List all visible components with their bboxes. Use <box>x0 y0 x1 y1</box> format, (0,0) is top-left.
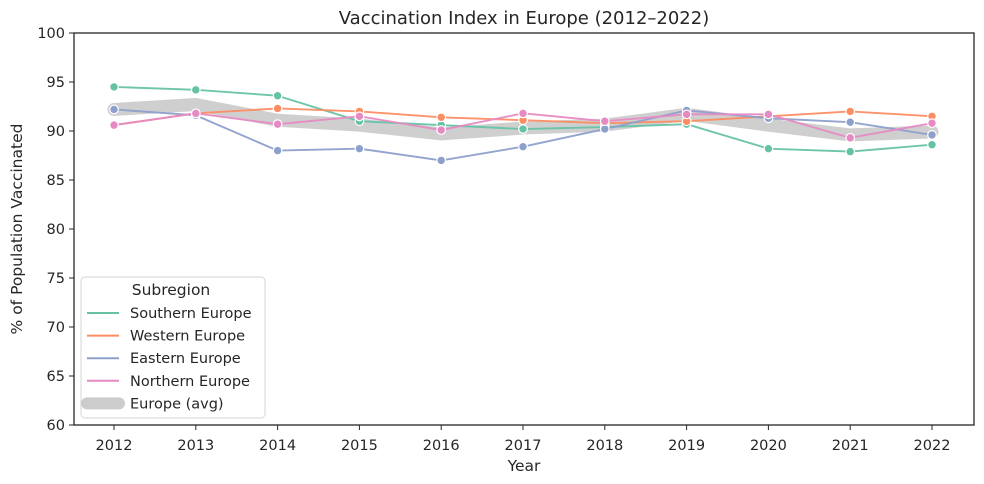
legend-label-europe-avg-: Europe (avg) <box>130 396 224 412</box>
data-point-northern-europe <box>845 132 856 143</box>
data-point-southern-europe <box>272 90 283 101</box>
data-point-eastern-europe <box>354 143 365 154</box>
data-point-northern-europe <box>518 108 528 119</box>
data-point-eastern-europe <box>518 141 528 152</box>
data-point-northern-europe <box>927 118 937 129</box>
data-point-eastern-europe <box>436 155 447 166</box>
legend-label-western-europe: Western Europe <box>130 329 245 345</box>
data-point-eastern-europe <box>109 104 119 115</box>
legend: Subregion Southern Europe Western Europe Ea… <box>80 276 266 419</box>
data-point-northern-europe <box>436 125 447 135</box>
y-tick-label: 100 <box>37 26 65 42</box>
data-point-western-europe <box>272 103 283 114</box>
data-point-northern-europe <box>681 109 692 120</box>
x-tick-label: 2020 <box>750 438 787 454</box>
y-tick-label: 65 <box>47 369 65 385</box>
chart-title: Vaccination Index in Europe (2012–2022) <box>339 8 709 29</box>
data-point-southern-europe <box>190 84 201 95</box>
data-point-southern-europe <box>109 81 119 92</box>
data-point-northern-europe <box>599 116 610 127</box>
data-point-eastern-europe <box>927 130 937 140</box>
data-point-northern-europe <box>109 120 119 131</box>
y-tick-label: 95 <box>47 75 65 91</box>
x-tick-label: 2013 <box>177 438 214 454</box>
data-point-eastern-europe <box>845 117 856 128</box>
plot-area <box>73 32 975 426</box>
data-point-western-europe <box>845 106 856 117</box>
x-tick-label: 2019 <box>668 438 705 454</box>
data-point-western-europe <box>436 112 447 123</box>
x-tick-label: 2018 <box>586 438 623 454</box>
x-axis: 2012 2013 2014 2015 2016 2017 2018 2019 2020 2021… <box>96 425 951 454</box>
x-tick-label: 2014 <box>259 438 296 454</box>
x-axis-label: Year <box>507 457 541 475</box>
series-northern-europe <box>109 108 937 143</box>
legend-label-southern-europe: Southern Europe <box>130 306 252 322</box>
y-tick-label: 70 <box>47 320 65 336</box>
legend-label-northern-europe: Northern Europe <box>130 374 250 390</box>
y-tick-label: 85 <box>47 173 65 189</box>
data-point-southern-europe <box>927 139 937 150</box>
x-tick-label: 2015 <box>341 438 378 454</box>
legend-title: Subregion <box>132 281 211 299</box>
data-point-southern-europe <box>845 146 856 157</box>
y-axis: 60 65 70 75 80 85 90 95 100 <box>37 26 74 434</box>
y-tick-label: 75 <box>47 271 65 287</box>
x-tick-label: 2012 <box>96 438 133 454</box>
x-tick-label: 2017 <box>505 438 542 454</box>
legend-box <box>80 276 266 419</box>
data-point-eastern-europe <box>272 145 283 156</box>
x-tick-label: 2022 <box>914 438 951 454</box>
y-tick-label: 60 <box>47 418 65 434</box>
y-tick-label: 80 <box>47 222 65 238</box>
y-axis-label: % of Population Vaccinated <box>8 124 26 335</box>
x-tick-label: 2016 <box>423 438 460 454</box>
data-point-northern-europe <box>190 108 201 119</box>
data-point-northern-europe <box>272 119 283 130</box>
y-tick-label: 90 <box>47 124 65 140</box>
data-point-southern-europe <box>763 143 774 154</box>
data-point-northern-europe <box>354 111 365 122</box>
legend-label-eastern-europe: Eastern Europe <box>130 351 241 367</box>
x-tick-label: 2021 <box>832 438 869 454</box>
data-point-northern-europe <box>763 109 774 120</box>
data-point-southern-europe <box>518 124 528 134</box>
